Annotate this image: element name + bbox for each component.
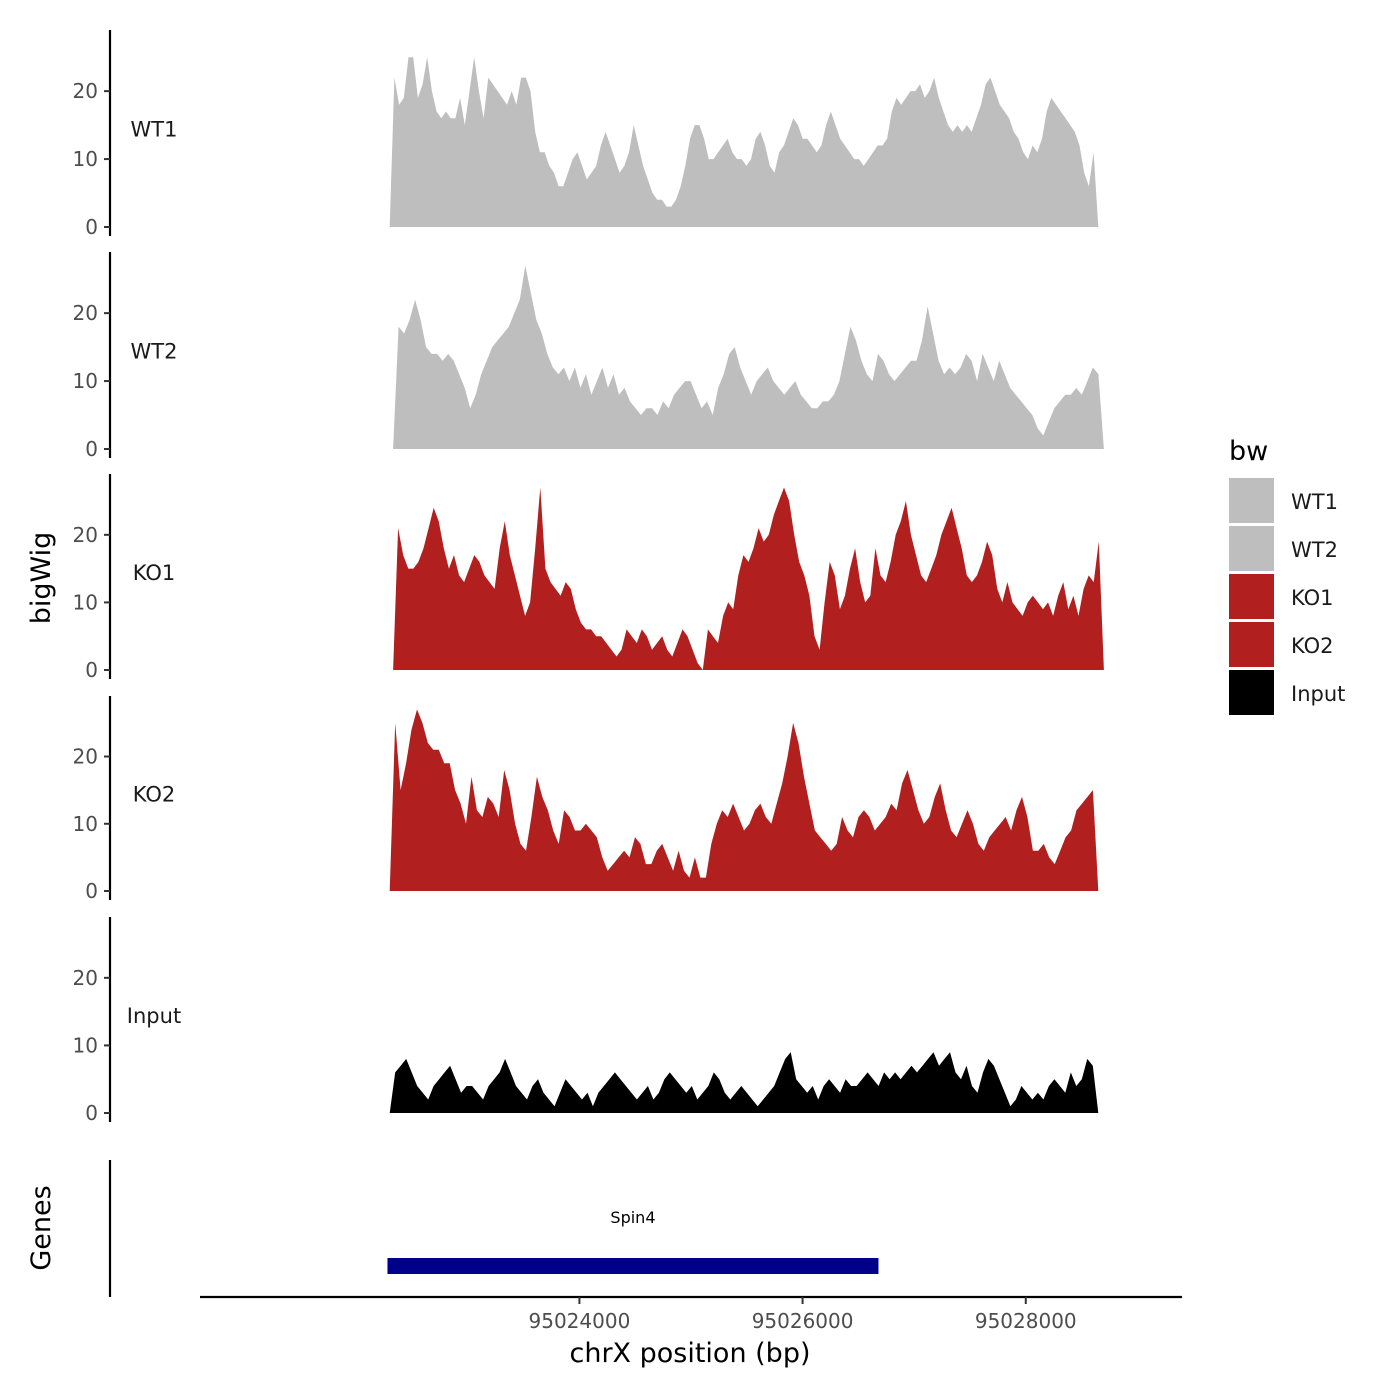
- track-input: 0 10 20 Input: [73, 917, 1099, 1125]
- legend-label: KO2: [1291, 634, 1334, 658]
- gene-track-panel: Spin4: [108, 1160, 879, 1297]
- track-label: KO2: [133, 783, 176, 807]
- coverage-area-wt1: [389, 57, 1099, 228]
- y-tick-label: 10: [73, 369, 98, 393]
- genes-panel-title: Genes: [26, 1185, 57, 1270]
- legend-label: KO1: [1291, 586, 1334, 610]
- track-label: Input: [127, 1004, 181, 1028]
- legend-swatch: [1229, 526, 1274, 571]
- y-tick-label: 0: [85, 879, 98, 903]
- y-tick-label: 20: [73, 966, 98, 990]
- y-tick-label: 0: [85, 215, 98, 239]
- legend-swatch: [1229, 670, 1274, 715]
- y-axis-title: bigWig: [26, 532, 57, 625]
- track-label: WT1: [131, 118, 178, 142]
- y-tick-label: 0: [85, 1101, 98, 1125]
- y-tick-label: 20: [73, 745, 98, 769]
- y-tick-label: 20: [73, 523, 98, 547]
- y-tick-label: 0: [85, 658, 98, 682]
- track-label: KO1: [133, 561, 176, 585]
- y-tick-label: 10: [73, 812, 98, 836]
- legend-entry-ko2: KO2: [1229, 622, 1334, 667]
- x-tick-label: 95026000: [752, 1309, 854, 1333]
- legend-entry-ko1: KO1: [1229, 574, 1334, 619]
- track-ko1: 0 10 20 KO1: [73, 474, 1104, 682]
- gene-body-spin4: [387, 1258, 879, 1274]
- track-ko2: 0 10 20 KO2: [73, 696, 1099, 903]
- legend-entry-wt1: WT1: [1229, 478, 1338, 523]
- coverage-area-ko2: [389, 709, 1099, 891]
- legend: bw WT1 WT2 KO1 KO2 Input: [1229, 436, 1345, 715]
- y-tick-label: 0: [85, 437, 98, 461]
- legend-label: WT2: [1291, 538, 1338, 562]
- y-tick-label: 10: [73, 147, 98, 171]
- legend-label: Input: [1291, 682, 1345, 706]
- y-tick-label: 20: [73, 79, 98, 103]
- legend-swatch: [1229, 478, 1274, 523]
- legend-label: WT1: [1291, 490, 1338, 514]
- legend-title: bw: [1229, 436, 1268, 467]
- gene-label: Spin4: [610, 1208, 655, 1227]
- x-axis-title: chrX position (bp): [569, 1338, 810, 1369]
- y-tick-label: 10: [73, 1033, 98, 1057]
- x-axis: 95024000 95026000 95028000: [200, 1295, 1182, 1333]
- coverage-area-wt2: [393, 265, 1104, 449]
- bigwig-track-panels: 0 10 20 WT1 0 10 20 WT2 0 10 20 KO1 0 10 20 KO2 0 10 20 Inp…: [73, 30, 1104, 1125]
- x-tick-label: 95028000: [975, 1309, 1077, 1333]
- legend-entry-input: Input: [1229, 670, 1345, 715]
- y-tick-label: 10: [73, 590, 98, 614]
- y-tick-label: 20: [73, 301, 98, 325]
- legend-swatch: [1229, 622, 1274, 667]
- coverage-area-input: [389, 1052, 1099, 1113]
- x-tick-label: 95024000: [529, 1309, 631, 1333]
- track-wt1: 0 10 20 WT1: [73, 30, 1099, 239]
- track-wt2: 0 10 20 WT2: [73, 252, 1104, 461]
- legend-swatch: [1229, 574, 1274, 619]
- coverage-area-ko1: [393, 487, 1104, 670]
- track-label: WT2: [131, 340, 178, 364]
- legend-entry-wt2: WT2: [1229, 526, 1338, 571]
